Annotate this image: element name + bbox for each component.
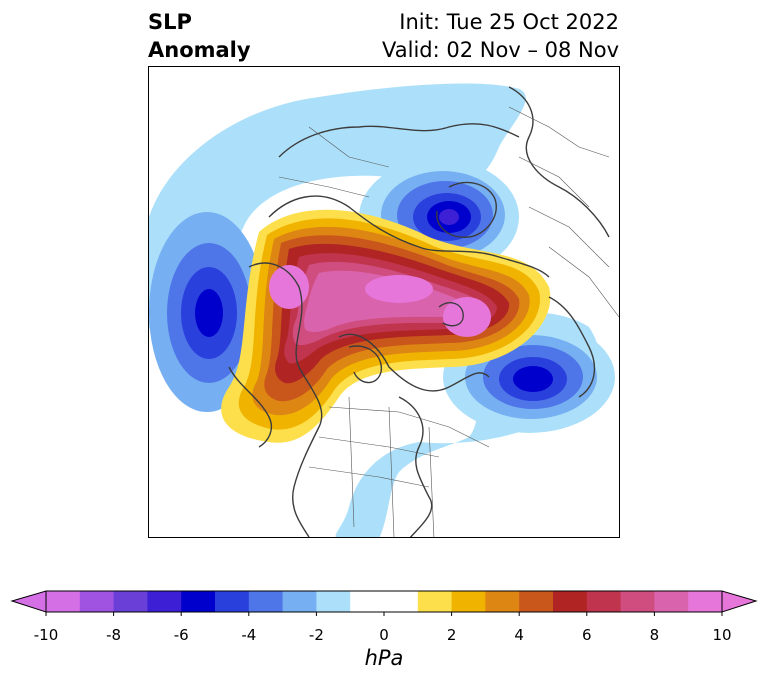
colorbar-tick-label: -10 xyxy=(33,626,59,644)
coastlines xyxy=(228,86,610,537)
negative-anomaly-north-pacific xyxy=(149,212,265,412)
colorbar-ticks xyxy=(45,612,723,616)
colorbar-tick-label: -4 xyxy=(241,626,257,644)
colorbar-bin xyxy=(485,591,520,612)
title-left: SLP Anomaly xyxy=(148,8,251,64)
colorbar-tick-label: -8 xyxy=(106,626,122,644)
title-subvariable: Anomaly xyxy=(148,38,251,62)
colorbar-tick-label: 6 xyxy=(582,626,592,644)
colorbar-bin xyxy=(215,591,250,612)
colorbar-bin xyxy=(620,591,655,612)
colorbar-bin xyxy=(248,591,284,612)
colorbar-bin xyxy=(46,591,81,612)
colorbar-over-arrow xyxy=(721,590,758,613)
colorbar-bin xyxy=(113,591,148,612)
valid-range: Valid: 02 Nov – 08 Nov xyxy=(382,38,619,62)
colorbar-tick-label: 0 xyxy=(379,626,389,644)
colorbar xyxy=(10,590,758,616)
colorbar-under-arrow xyxy=(10,590,47,613)
colorbar-bin xyxy=(553,591,588,612)
colorbar-bin xyxy=(451,591,486,612)
init-date: Init: Tue 25 Oct 2022 xyxy=(399,10,619,34)
political-borders xyxy=(278,106,619,537)
title-variable: SLP xyxy=(148,10,192,34)
colorbar-bin xyxy=(316,591,351,612)
colorbar-bins xyxy=(46,591,723,612)
colorbar-bin xyxy=(350,591,419,612)
colorbar-tick-label: 4 xyxy=(514,626,524,644)
colorbar-bin xyxy=(417,591,453,612)
colorbar-bin xyxy=(282,591,317,612)
colorbar-bin xyxy=(586,591,622,612)
map-panel xyxy=(148,66,620,538)
title-right: Init: Tue 25 Oct 2022 Valid: 02 Nov – 08… xyxy=(382,8,619,64)
anomaly-map xyxy=(149,83,619,537)
colorbar-bin xyxy=(79,591,115,612)
positive-anomaly-arctic-ridge xyxy=(221,209,551,443)
colorbar-tick-label: -2 xyxy=(308,626,324,644)
colorbar-bin xyxy=(147,591,182,612)
colorbar-tick-label: 2 xyxy=(446,626,457,644)
colorbar-tick-label: -6 xyxy=(173,626,189,644)
colorbar-unit: hPa xyxy=(364,646,404,670)
colorbar-bin xyxy=(688,591,723,612)
colorbar-tick-label: 10 xyxy=(712,626,732,644)
colorbar-bin xyxy=(181,591,216,612)
colorbar-bin xyxy=(654,591,689,612)
colorbar-tick-label: 8 xyxy=(649,626,660,644)
colorbar-bin xyxy=(519,591,554,612)
